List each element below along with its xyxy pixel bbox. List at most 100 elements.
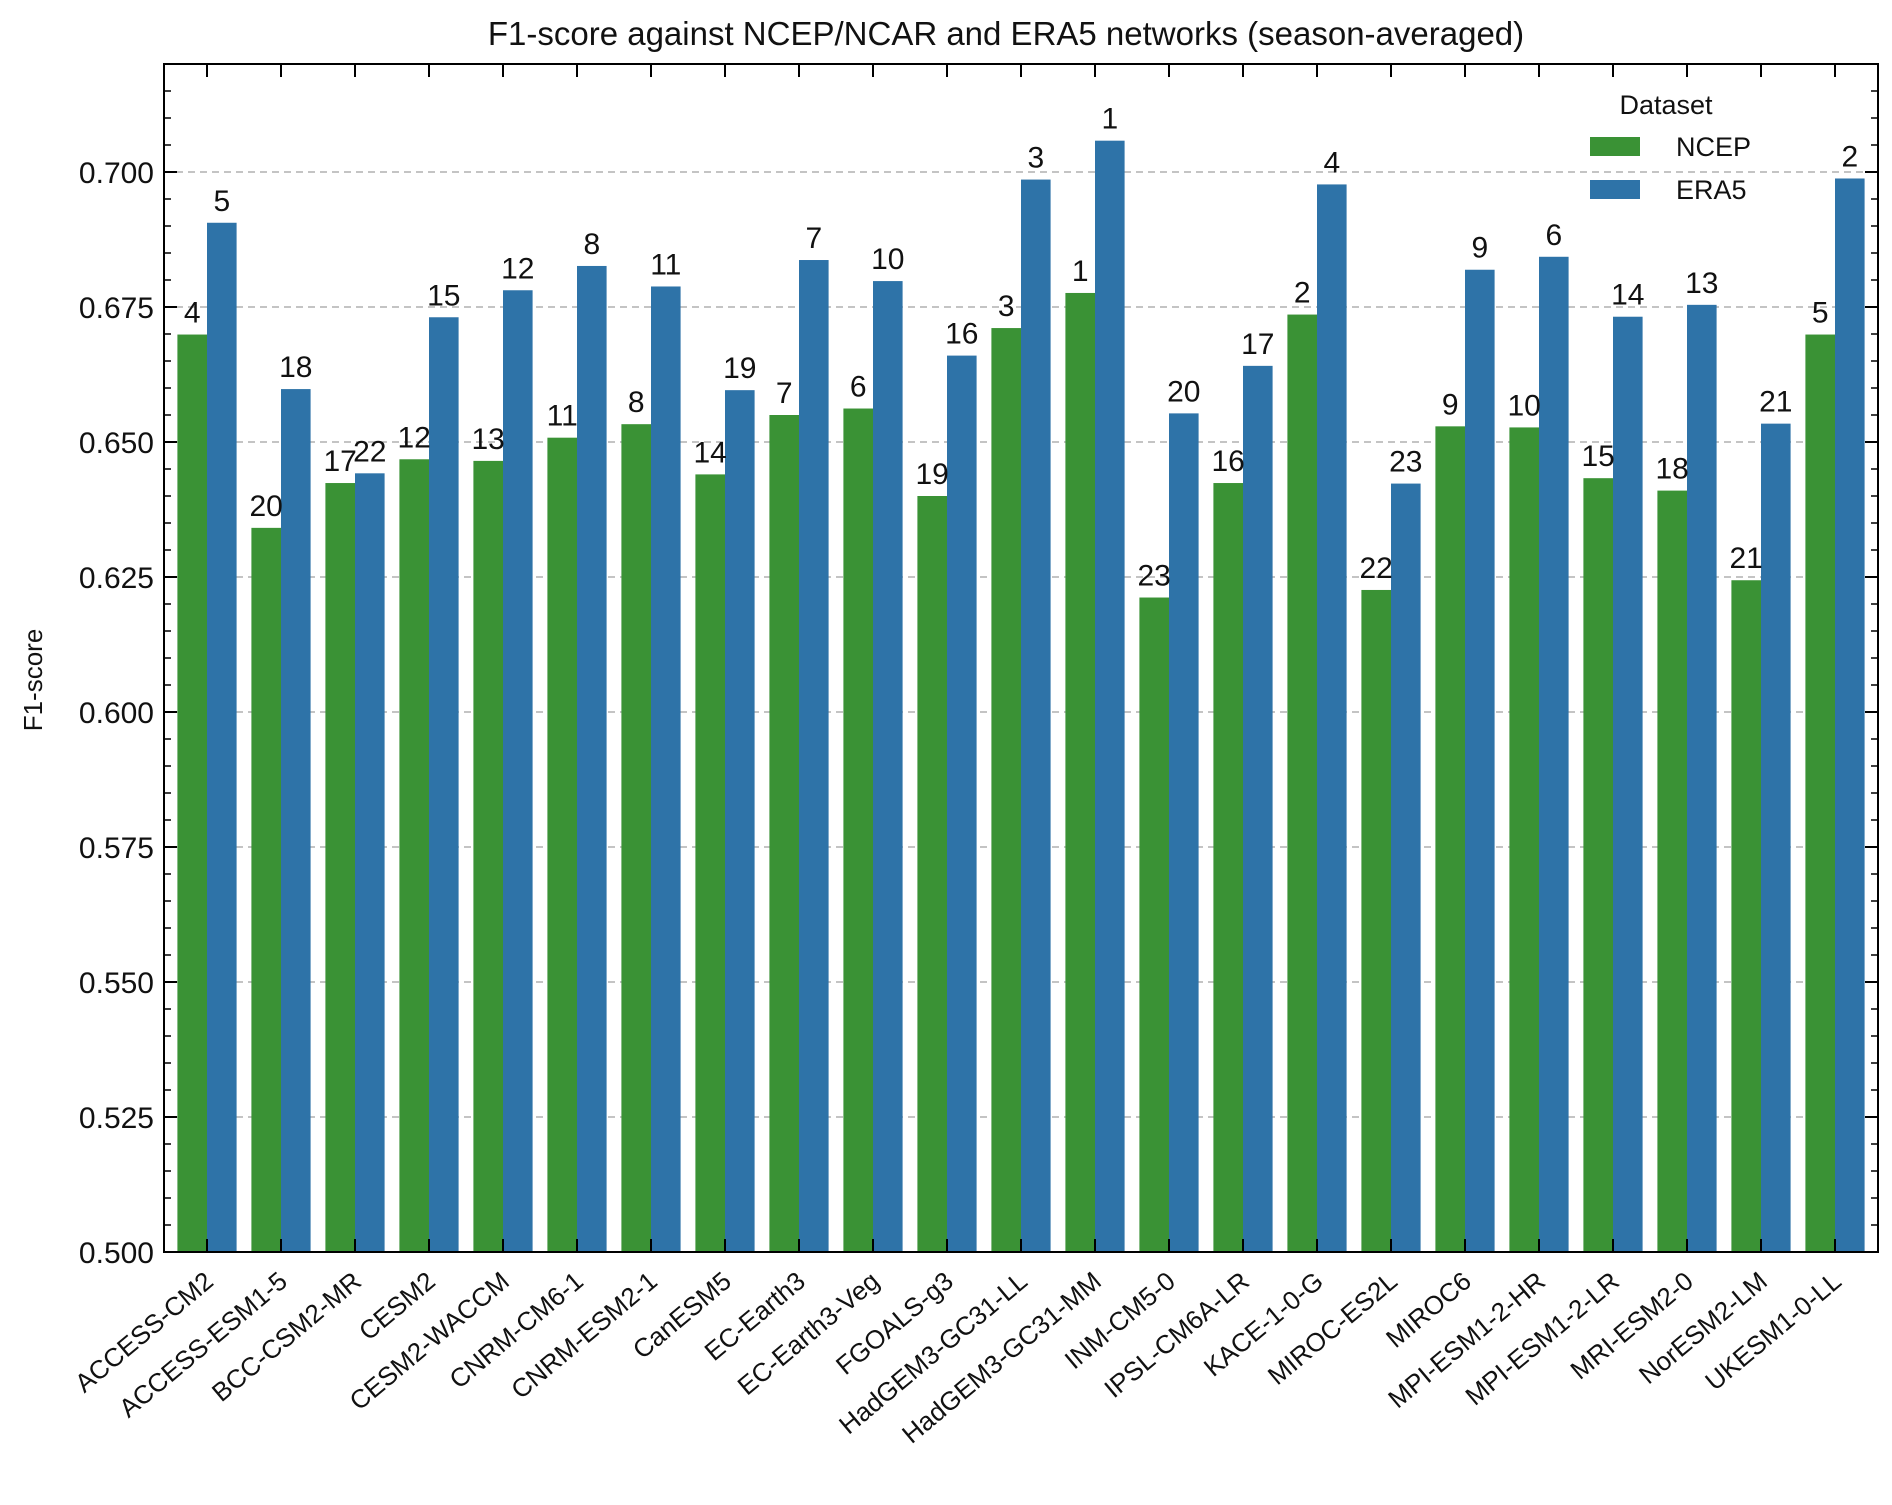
legend-swatch-ncep [1590, 137, 1640, 156]
bar-era5 [651, 286, 681, 1253]
bar-rank-label: 6 [1545, 219, 1562, 252]
bar-rank-label: 14 [694, 436, 727, 469]
legend-swatch-era5 [1590, 180, 1640, 199]
y-tick-label: 0.700 [79, 157, 154, 190]
bar-era5 [355, 473, 385, 1252]
bar-ncep [1435, 426, 1465, 1253]
bar-rank-label: 6 [850, 371, 867, 404]
bars [177, 140, 1865, 1253]
bar-rank-label: 22 [1360, 552, 1393, 585]
bar-rank-label: 17 [1241, 328, 1274, 361]
bar-rank-label: 2 [1841, 140, 1858, 173]
bar-era5 [577, 265, 607, 1253]
bar-era5 [1761, 423, 1791, 1252]
bar-ncep [1657, 490, 1687, 1253]
bar-rank-label: 2 [1294, 277, 1311, 310]
bar-era5 [281, 389, 311, 1253]
bar-ncep [547, 437, 577, 1252]
bar-era5 [1613, 316, 1643, 1253]
bar-rank-label: 1 [1101, 103, 1118, 136]
bar-rank-label: 21 [1730, 542, 1763, 575]
legend-label-era5: ERA5 [1676, 175, 1747, 205]
bar-era5 [725, 390, 755, 1252]
y-tick-label: 0.625 [79, 562, 154, 595]
bar-rank-label: 23 [1389, 446, 1422, 479]
bar-rank-label: 13 [472, 423, 505, 456]
bar-rank-label: 4 [184, 297, 201, 330]
bar-rank-label: 9 [1442, 388, 1459, 421]
bar-era5 [1835, 178, 1865, 1253]
bar-ncep [917, 496, 947, 1252]
bar-rank-label: 18 [279, 351, 312, 384]
y-tick-label: 0.575 [79, 832, 154, 865]
bar-rank-label: 8 [628, 386, 645, 419]
bar-rank-label: 13 [1685, 267, 1718, 300]
bar-era5 [947, 355, 977, 1253]
bar-rank-label: 16 [1212, 445, 1245, 478]
bar-era5 [799, 260, 829, 1252]
bar-rank-label: 8 [583, 228, 600, 261]
y-tick-label: 0.600 [79, 697, 154, 730]
bar-ncep [991, 328, 1021, 1252]
bar-ncep [1213, 483, 1243, 1252]
bar-era5 [1169, 413, 1199, 1252]
bar-rank-label: 12 [501, 252, 534, 285]
bar-era5 [1465, 269, 1495, 1252]
bar-rank-label: 4 [1323, 146, 1340, 179]
bar-rank-label: 10 [871, 243, 904, 276]
bar-rank-label: 15 [427, 279, 460, 312]
bar-rank-label: 20 [1167, 375, 1200, 408]
bar-rank-label: 17 [324, 445, 357, 478]
bar-rank-label: 20 [250, 490, 283, 523]
bar-era5 [1243, 365, 1273, 1252]
bar-rank-label: 19 [916, 458, 949, 491]
bar-era5 [1391, 483, 1421, 1253]
bar-ncep [325, 483, 355, 1252]
bar-era5 [429, 317, 459, 1252]
y-tick-label: 0.525 [79, 1102, 154, 1135]
bar-rank-label: 9 [1471, 232, 1488, 265]
y-tick-label: 0.650 [79, 427, 154, 460]
bar-rank-label: 14 [1611, 279, 1644, 312]
bar-ncep [1805, 334, 1835, 1252]
bar-rank-label: 10 [1508, 389, 1541, 422]
bar-rank-label: 5 [213, 185, 230, 218]
bar-era5 [503, 290, 533, 1252]
bar-ncep [1731, 580, 1761, 1252]
y-axis-label: F1-score [18, 629, 48, 732]
bar-rank-label: 12 [398, 421, 431, 454]
y-tick-label: 0.500 [79, 1237, 154, 1270]
bar-rank-label: 5 [1812, 297, 1829, 330]
bar-era5 [1021, 179, 1051, 1252]
bar-rank-label: 16 [945, 318, 978, 351]
chart-title: F1-score against NCEP/NCAR and ERA5 netw… [488, 15, 1524, 52]
bar-ncep [621, 424, 651, 1252]
bar-ncep [695, 474, 725, 1252]
y-tick-label: 0.675 [79, 292, 154, 325]
bar-ncep [843, 408, 873, 1252]
y-tick-label: 0.550 [79, 967, 154, 1000]
bar-ncep [1509, 427, 1539, 1252]
bar-ncep [1583, 478, 1613, 1252]
bar-rank-label: 3 [1027, 142, 1044, 175]
bar-ncep [1065, 292, 1095, 1253]
bar-ncep [473, 460, 503, 1252]
bar-rank-label: 21 [1759, 386, 1792, 419]
bar-ncep [399, 459, 429, 1252]
bar-ncep [1287, 314, 1317, 1252]
bar-rank-label: 3 [998, 290, 1015, 323]
bar-ncep [1139, 597, 1169, 1252]
bar-era5 [1687, 304, 1717, 1253]
bar-rank-label: 22 [353, 435, 386, 468]
bar-rank-label: 19 [723, 352, 756, 385]
bar-rank-label: 7 [805, 222, 822, 255]
legend: Dataset NCEP ERA5 [1590, 90, 1751, 205]
bar-era5 [1095, 140, 1125, 1253]
bar-era5 [1539, 256, 1569, 1252]
bar-ncep [1361, 589, 1391, 1252]
bar-era5 [1317, 184, 1347, 1252]
bar-rank-label: 15 [1582, 440, 1615, 473]
